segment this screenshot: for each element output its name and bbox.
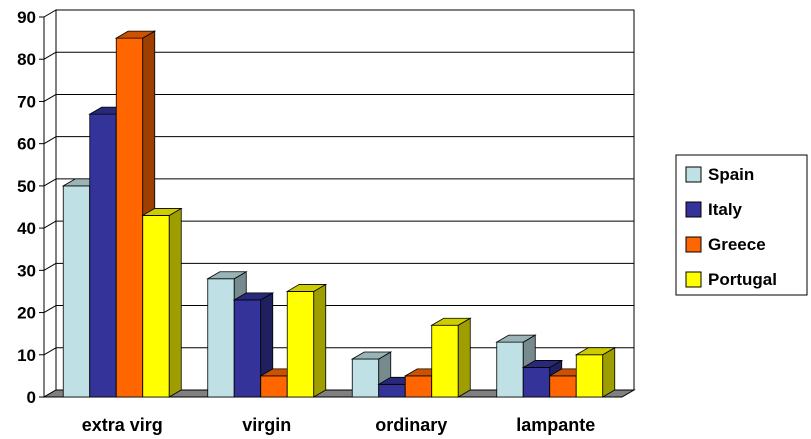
bar-top <box>521 360 564 368</box>
y-tick-label: 20 <box>17 304 36 323</box>
bar-front <box>404 375 433 398</box>
gridline-side <box>43 305 57 313</box>
bar-front <box>575 354 604 398</box>
legend-label-italy: Italy <box>708 200 743 219</box>
bar-side <box>602 347 616 398</box>
y-tick-label: 10 <box>17 346 36 365</box>
bar-top <box>495 334 537 343</box>
x-axis: extra virg virgin ordinary lampante <box>82 415 596 435</box>
legend-swatch-italy <box>685 201 702 218</box>
y-tick-label: 0 <box>27 388 36 407</box>
legend-label-greece: Greece <box>708 235 766 254</box>
bar-front <box>62 185 91 398</box>
gridline-side <box>43 178 57 187</box>
legend-swatch-spain <box>685 166 702 183</box>
gridline-side <box>43 347 57 356</box>
y-tick-label: 90 <box>17 8 36 27</box>
x-category-label: ordinary <box>375 415 447 435</box>
x-category-label: extra virg <box>82 415 163 435</box>
x-category-label: lampante <box>516 415 595 435</box>
y-tick-label: 30 <box>17 261 36 280</box>
bar-portugal-extra-virg <box>141 207 183 398</box>
bar-top <box>350 351 393 360</box>
bar-front <box>286 291 315 398</box>
bar-front <box>496 341 524 398</box>
bar-front <box>260 375 288 398</box>
bar-front <box>522 367 551 398</box>
bar-side <box>313 283 327 398</box>
bar-top <box>114 30 157 39</box>
bar-front <box>351 358 380 398</box>
legend-label-portugal: Portugal <box>708 270 777 289</box>
legend-swatch-portugal <box>685 271 702 288</box>
gridline-side <box>43 51 57 60</box>
legend-swatch-greece <box>685 236 702 253</box>
bar-portugal-virgin <box>285 283 328 398</box>
bar-top <box>141 208 183 216</box>
bar-front <box>207 278 235 398</box>
y-tick-label: 70 <box>17 92 36 111</box>
y-tick-label: 50 <box>17 177 36 196</box>
bar-portugal-lampante <box>574 347 617 398</box>
bar-front <box>89 113 117 398</box>
side-wall <box>43 9 57 398</box>
bar-side <box>457 317 471 398</box>
bar-top <box>206 271 248 280</box>
bar-front <box>233 299 262 398</box>
bar-top <box>574 347 617 356</box>
bar-top <box>232 292 275 301</box>
bar-front <box>142 215 170 398</box>
bar-front <box>115 37 144 398</box>
bar-portugal-ordinary <box>430 317 472 398</box>
legend-label-spain: Spain <box>708 165 754 184</box>
bar-front <box>378 383 406 398</box>
bar-top <box>430 317 472 326</box>
bar-side <box>168 207 182 398</box>
gridline-side <box>43 262 57 271</box>
y-tick-label: 40 <box>17 219 36 238</box>
bar-front <box>431 324 459 398</box>
bar-top <box>285 284 328 292</box>
x-category-label: virgin <box>242 415 291 435</box>
y-axis: 0 10 20 30 40 50 60 70 80 90 <box>17 8 45 407</box>
gridline-side <box>43 136 57 145</box>
y-tick-label: 80 <box>17 50 36 69</box>
legend: Spain Italy Greece Portugal <box>675 154 808 296</box>
bar-series <box>61 30 617 398</box>
y-tick-label: 60 <box>17 135 36 154</box>
bar-front <box>549 375 577 398</box>
gridline-side <box>43 94 57 102</box>
gridline-side <box>43 220 57 229</box>
